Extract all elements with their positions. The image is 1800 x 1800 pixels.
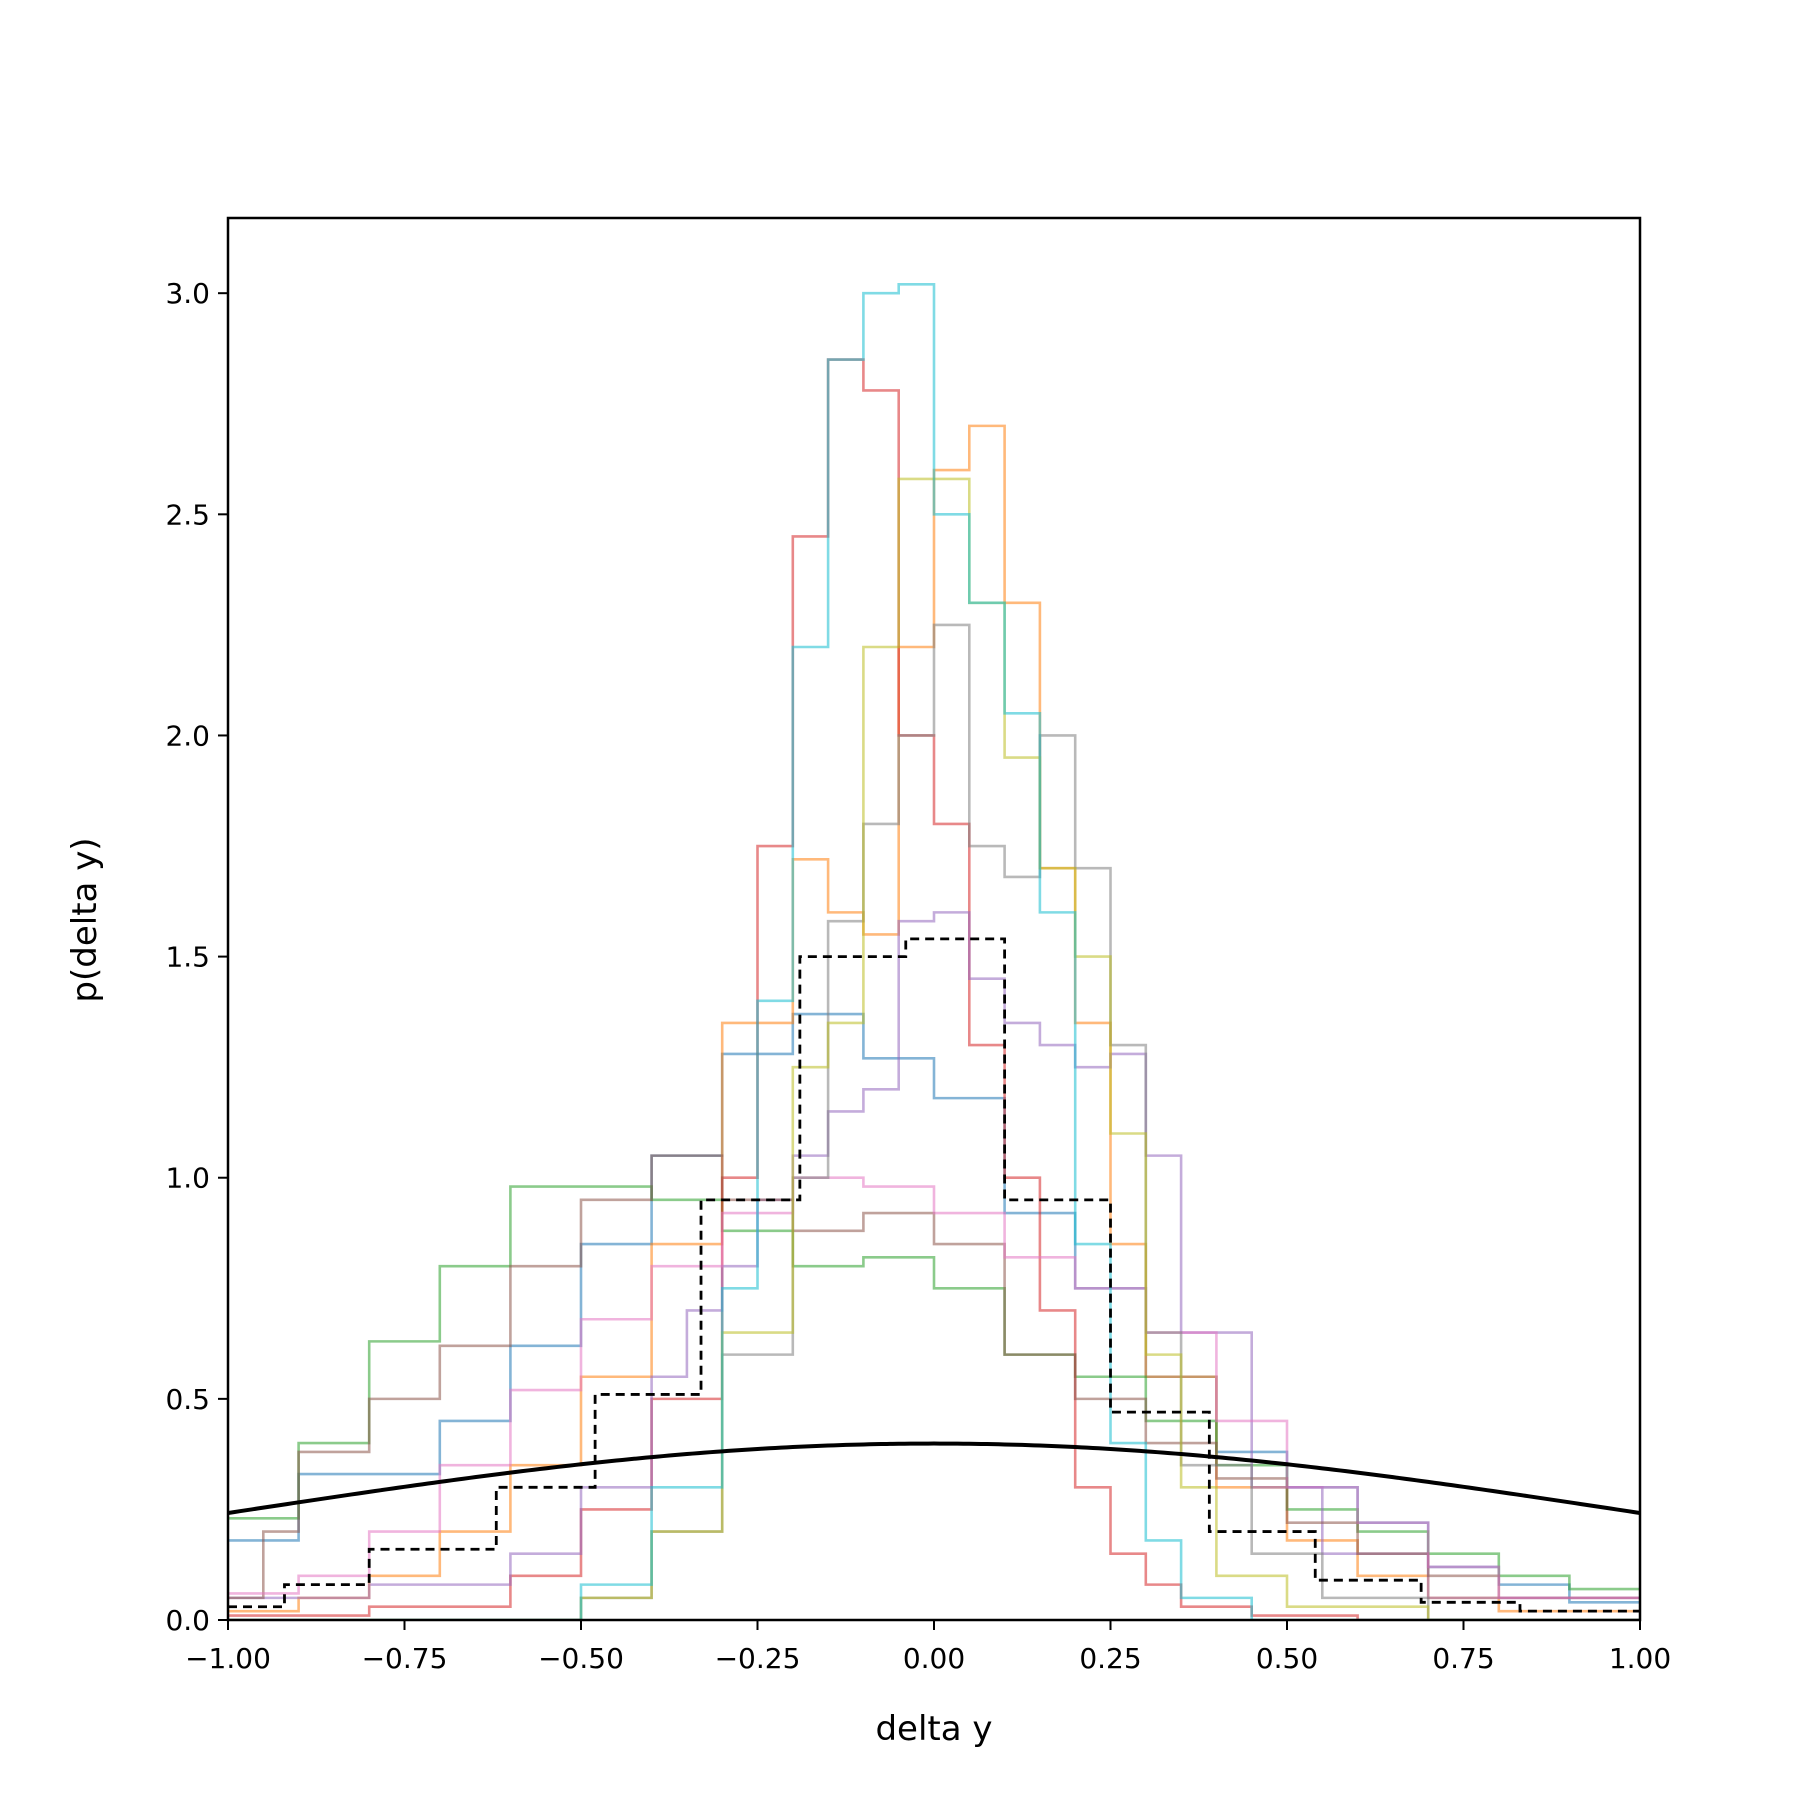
- series-8-step-line: [228, 623, 1640, 1620]
- x-tick-label: 0.50: [1256, 1642, 1318, 1675]
- x-tick-label: −0.25: [715, 1642, 801, 1675]
- x-tick-label: 0.00: [903, 1642, 965, 1675]
- y-tick-label: 2.5: [165, 498, 210, 531]
- y-axis: 0.0 0.5 1.0 1.5 2.0 2.5 3.0: [165, 277, 228, 1637]
- y-tick-label: 1.0: [165, 1162, 210, 1195]
- x-tick-label: −0.50: [538, 1642, 624, 1675]
- series-7-step-line: [228, 1176, 1640, 1600]
- y-axis-title: p(delta y): [65, 837, 105, 1002]
- x-tick-label: −0.75: [362, 1642, 448, 1675]
- y-tick-label: 2.0: [165, 719, 210, 752]
- y-tick-label: 3.0: [165, 277, 210, 310]
- series-5-step-line: [228, 911, 1640, 1600]
- series-11-step-line: [228, 937, 1640, 1613]
- x-tick-label: 0.75: [1432, 1642, 1494, 1675]
- x-tick-label: −1.00: [185, 1642, 271, 1675]
- y-tick-label: 0.5: [165, 1383, 210, 1416]
- series-6-step-line: [228, 1154, 1640, 1600]
- x-tick-label: 1.00: [1609, 1642, 1671, 1675]
- y-tick-label: 1.5: [165, 941, 210, 974]
- x-axis-title: delta y: [875, 1709, 992, 1749]
- x-axis: −1.00 −0.75 −0.50 −0.25 0.00 0.25 0.50 0.75 1.00: [185, 1620, 1671, 1675]
- y-tick-label: 0.0: [165, 1604, 210, 1637]
- series-10-step-line: [228, 283, 1640, 1620]
- series-layer: [228, 283, 1640, 1620]
- series-3-step-line: [228, 1185, 1640, 1591]
- series-normal-pdf-curve: [228, 1441, 1640, 1515]
- x-tick-label: 0.25: [1079, 1642, 1141, 1675]
